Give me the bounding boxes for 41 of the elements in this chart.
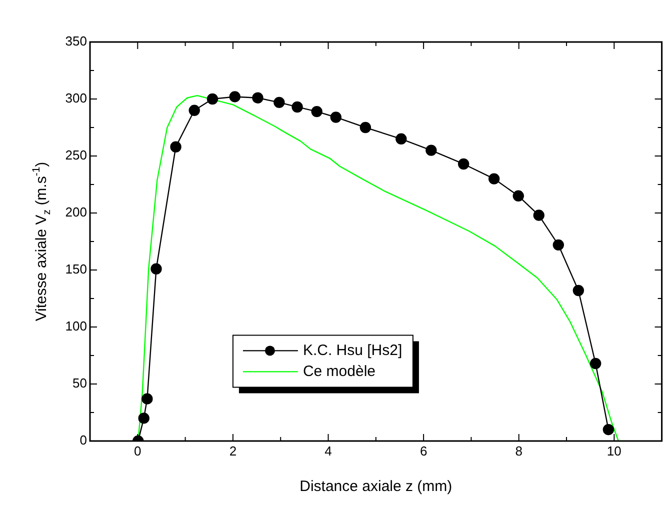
point: [142, 393, 153, 404]
point: [426, 144, 437, 156]
point: [170, 141, 182, 152]
y-axis-title: Vitesse axiale Vz (m.s-1): [30, 162, 54, 322]
x-tick-label: 2: [229, 443, 237, 458]
point: [488, 173, 500, 184]
point: [150, 263, 162, 274]
y-tick-label: 0: [80, 432, 87, 448]
point: [533, 210, 544, 221]
point: [330, 112, 342, 123]
y-tick-label: 50: [72, 376, 87, 391]
y-tick-label: 300: [65, 90, 87, 106]
point: [396, 133, 407, 144]
point: [572, 284, 584, 296]
point: [138, 412, 150, 424]
point: [602, 424, 614, 436]
x-tick-label: 4: [324, 443, 332, 458]
y-tick-label: 250: [65, 148, 87, 163]
point: [188, 104, 200, 116]
point: [590, 358, 602, 370]
point: [512, 190, 524, 202]
point: [274, 96, 285, 108]
y-tick-label: 350: [65, 34, 87, 49]
point: [206, 93, 218, 105]
y-tick-label: 150: [65, 262, 87, 277]
legend-label: K.C. Hsu [Hs2]: [302, 342, 402, 359]
y-tick-label: 100: [65, 318, 87, 334]
point: [311, 106, 322, 118]
x-tick-label: 8: [515, 443, 522, 458]
point: [552, 239, 564, 251]
x-tick-label: 6: [420, 443, 428, 458]
point: [360, 122, 372, 134]
point: [252, 92, 264, 104]
legend-label: Ce modèle: [302, 362, 376, 380]
x-tick-label: 0: [134, 443, 142, 458]
point: [292, 101, 303, 113]
point: [458, 158, 470, 170]
y-tick-label: 200: [65, 204, 87, 220]
point: [229, 91, 240, 102]
x-axis-title: Distance axiale z (mm): [300, 478, 452, 496]
x-tick-label: 10: [606, 443, 622, 458]
